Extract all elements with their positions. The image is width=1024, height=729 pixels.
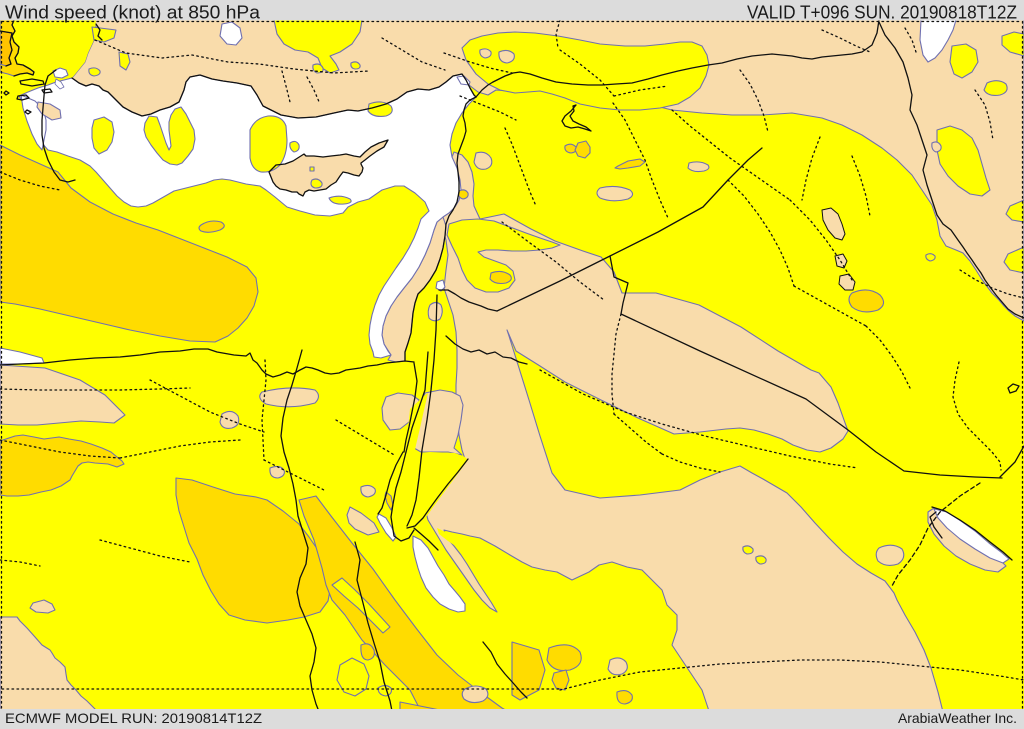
svg-text:Wind speed (knot) at 850 hPa: Wind speed (knot) at 850 hPa: [5, 3, 261, 23]
svg-text:VALID T+096 SUN. 20190818T12Z: VALID T+096 SUN. 20190818T12Z: [747, 3, 1017, 23]
svg-text:ECMWF MODEL RUN: 20190814T12Z: ECMWF MODEL RUN: 20190814T12Z: [5, 711, 262, 726]
svg-text:ArabiaWeather Inc.: ArabiaWeather Inc.: [898, 711, 1017, 726]
